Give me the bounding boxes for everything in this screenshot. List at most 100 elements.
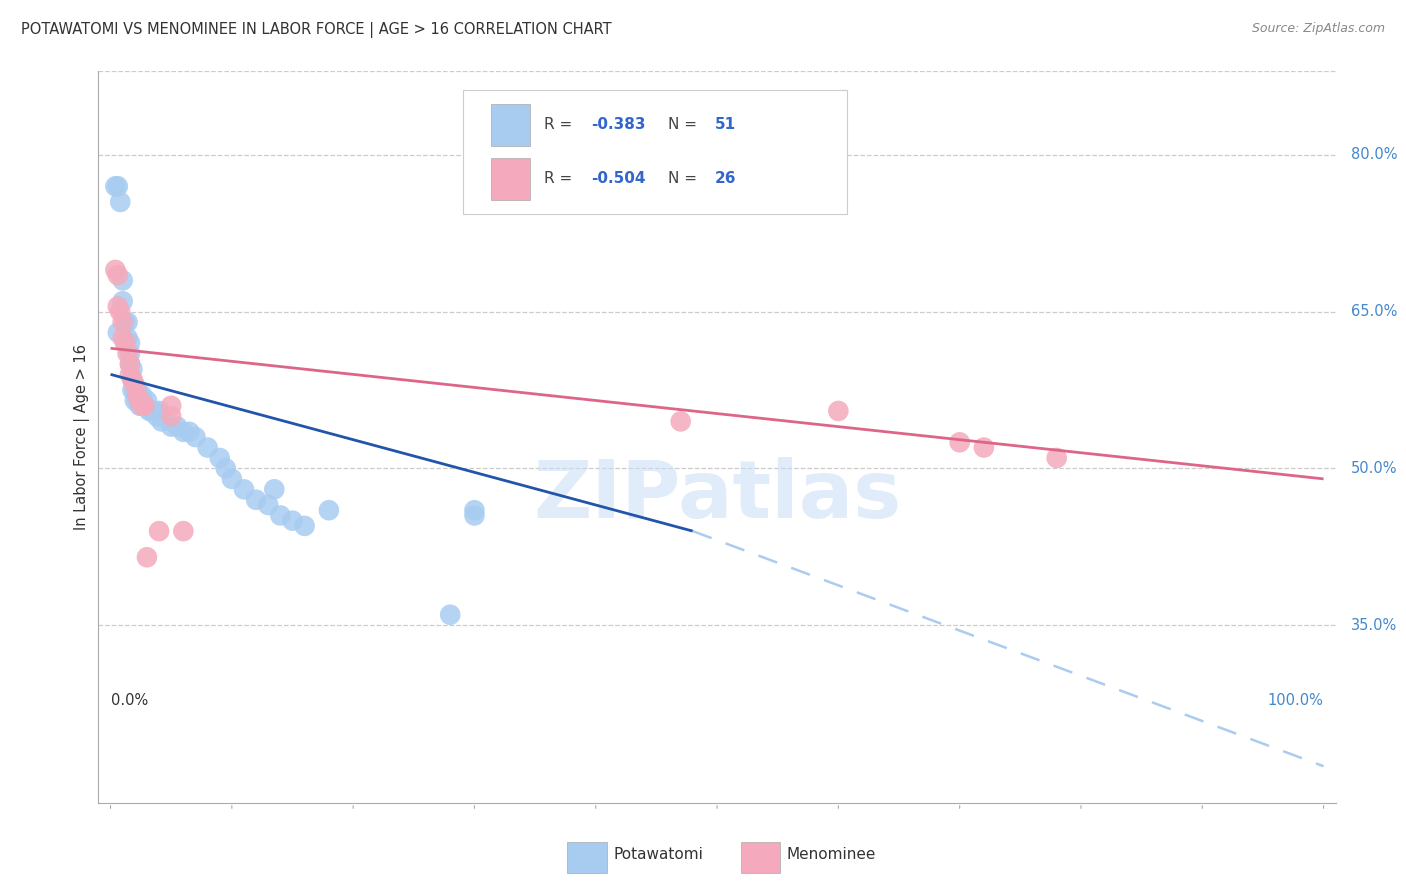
- Point: [257, 498, 280, 512]
- Point: [127, 383, 149, 397]
- Point: [160, 419, 183, 434]
- Text: 80.0%: 80.0%: [1351, 147, 1398, 162]
- Text: N =: N =: [668, 171, 702, 186]
- Text: 50.0%: 50.0%: [1351, 461, 1398, 476]
- Point: [439, 607, 461, 622]
- Point: [124, 377, 146, 392]
- Point: [827, 404, 849, 418]
- Point: [148, 404, 170, 418]
- Point: [118, 357, 141, 371]
- Point: [117, 331, 139, 345]
- Point: [134, 399, 156, 413]
- Point: [110, 194, 132, 209]
- Point: [134, 399, 156, 413]
- Point: [118, 346, 141, 360]
- Point: [281, 514, 304, 528]
- Point: [111, 273, 134, 287]
- Point: [208, 450, 231, 465]
- Text: -0.504: -0.504: [591, 171, 645, 186]
- Point: [104, 263, 127, 277]
- Point: [118, 336, 141, 351]
- Point: [111, 315, 134, 329]
- Text: R =: R =: [544, 118, 576, 132]
- Point: [973, 441, 995, 455]
- Point: [166, 419, 188, 434]
- Text: 26: 26: [714, 171, 737, 186]
- Point: [107, 179, 129, 194]
- Point: [215, 461, 238, 475]
- Point: [263, 483, 285, 497]
- Text: Potawatomi: Potawatomi: [613, 847, 703, 862]
- Y-axis label: In Labor Force | Age > 16: In Labor Force | Age > 16: [75, 344, 90, 530]
- Point: [245, 492, 267, 507]
- Point: [121, 383, 143, 397]
- Point: [150, 414, 173, 428]
- Point: [184, 430, 207, 444]
- Text: N =: N =: [668, 118, 702, 132]
- FancyBboxPatch shape: [491, 104, 530, 145]
- Point: [463, 503, 485, 517]
- Point: [318, 503, 340, 517]
- Point: [117, 346, 139, 360]
- Text: 35.0%: 35.0%: [1351, 617, 1396, 632]
- Point: [143, 404, 166, 418]
- Point: [197, 441, 219, 455]
- Point: [127, 388, 149, 402]
- FancyBboxPatch shape: [491, 158, 530, 200]
- Point: [172, 524, 194, 538]
- Point: [107, 326, 129, 340]
- Text: 100.0%: 100.0%: [1268, 693, 1323, 708]
- Point: [124, 393, 146, 408]
- Point: [121, 373, 143, 387]
- FancyBboxPatch shape: [741, 842, 780, 873]
- Point: [114, 336, 136, 351]
- FancyBboxPatch shape: [464, 90, 846, 214]
- Text: Menominee: Menominee: [786, 847, 876, 862]
- Text: POTAWATOMI VS MENOMINEE IN LABOR FORCE | AGE > 16 CORRELATION CHART: POTAWATOMI VS MENOMINEE IN LABOR FORCE |…: [21, 22, 612, 38]
- Point: [172, 425, 194, 439]
- Point: [110, 304, 132, 318]
- Point: [131, 399, 153, 413]
- Point: [121, 362, 143, 376]
- Point: [124, 383, 146, 397]
- Text: 51: 51: [714, 118, 735, 132]
- Point: [1046, 450, 1069, 465]
- FancyBboxPatch shape: [568, 842, 607, 873]
- Point: [141, 404, 163, 418]
- Point: [179, 425, 201, 439]
- Point: [104, 179, 127, 194]
- Point: [118, 368, 141, 382]
- Text: 0.0%: 0.0%: [111, 693, 148, 708]
- Point: [111, 331, 134, 345]
- Text: R =: R =: [544, 171, 576, 186]
- Point: [131, 399, 153, 413]
- Point: [118, 357, 141, 371]
- Point: [121, 373, 143, 387]
- Text: -0.383: -0.383: [591, 118, 645, 132]
- Point: [136, 393, 159, 408]
- Point: [131, 388, 153, 402]
- Point: [127, 393, 149, 408]
- Point: [145, 409, 167, 424]
- Point: [160, 399, 183, 413]
- Point: [128, 393, 150, 408]
- Point: [160, 409, 183, 424]
- Point: [949, 435, 972, 450]
- Text: 65.0%: 65.0%: [1351, 304, 1398, 319]
- Point: [111, 294, 134, 309]
- Point: [269, 508, 291, 523]
- Point: [138, 404, 160, 418]
- Point: [107, 300, 129, 314]
- Point: [148, 524, 170, 538]
- Point: [128, 399, 150, 413]
- Point: [294, 519, 316, 533]
- Point: [221, 472, 243, 486]
- Point: [669, 414, 692, 428]
- Point: [233, 483, 256, 497]
- Text: Source: ZipAtlas.com: Source: ZipAtlas.com: [1251, 22, 1385, 36]
- Point: [114, 315, 136, 329]
- Point: [107, 268, 129, 282]
- Text: ZIPatlas: ZIPatlas: [533, 457, 901, 534]
- Point: [128, 388, 150, 402]
- Point: [136, 550, 159, 565]
